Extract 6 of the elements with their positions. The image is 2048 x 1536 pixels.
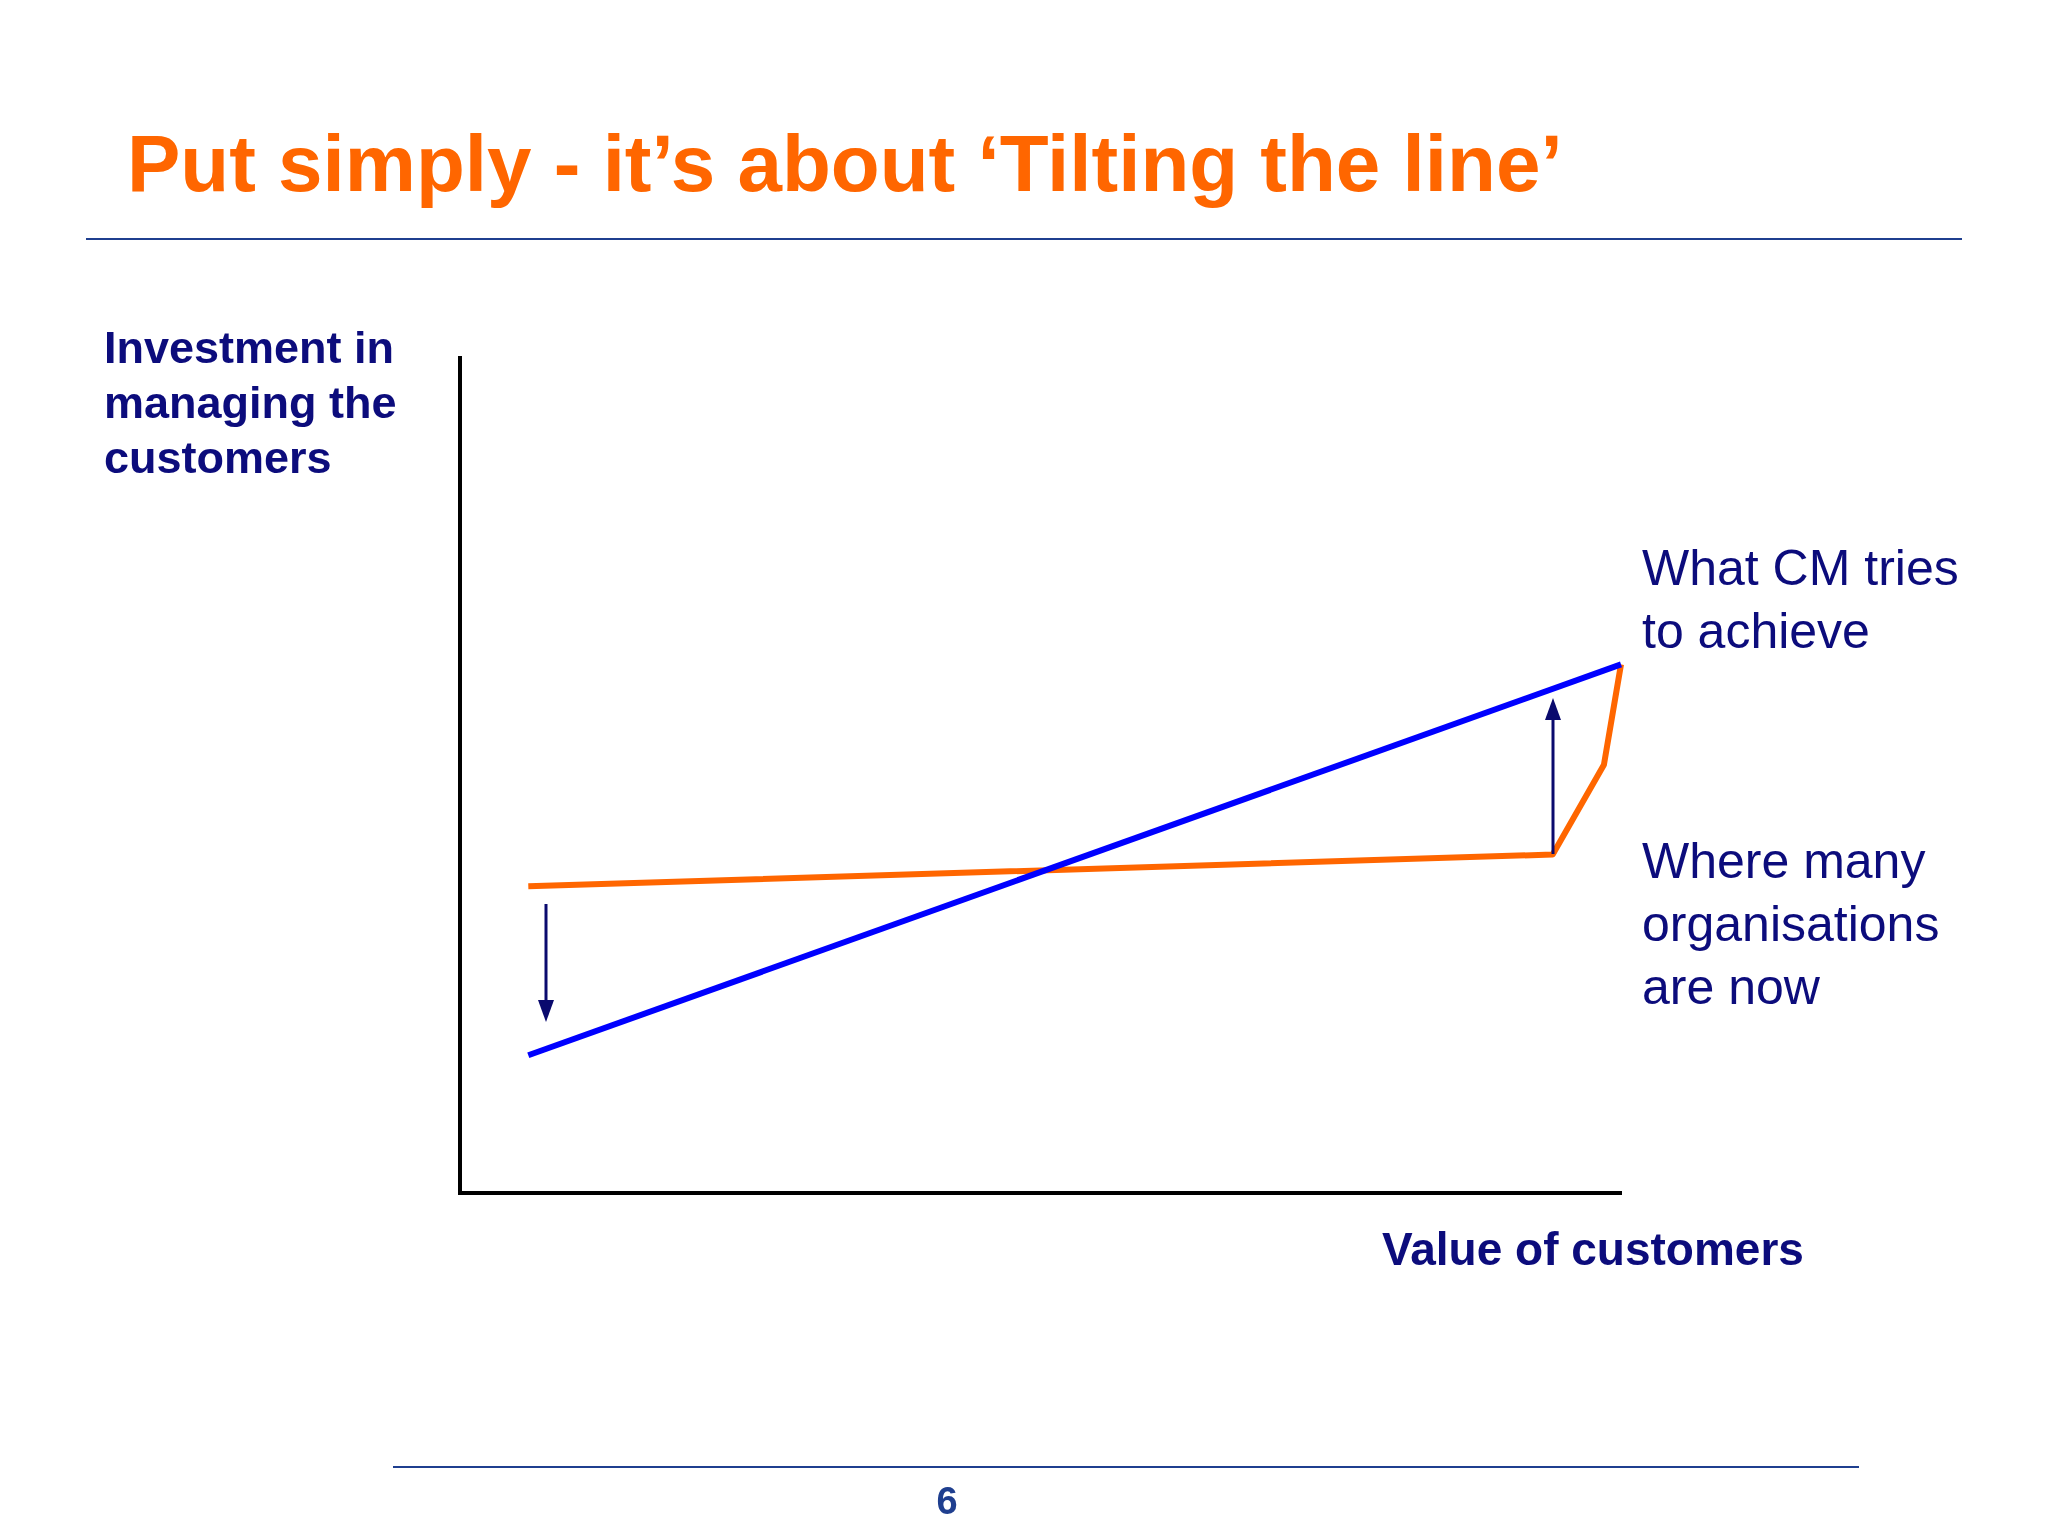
x-axis-title: Value of customers [1382, 1223, 1804, 1276]
chart-title: Put simply - it’s about ‘Tilting the line’ [127, 119, 1563, 208]
series-label: Where many organisations are now [1642, 833, 1940, 1016]
y-axis-title: Investment in managing the customers [104, 322, 397, 484]
text: 6 [935, 1480, 959, 1522]
series-label: What CM tries to achieve [1642, 540, 1959, 660]
